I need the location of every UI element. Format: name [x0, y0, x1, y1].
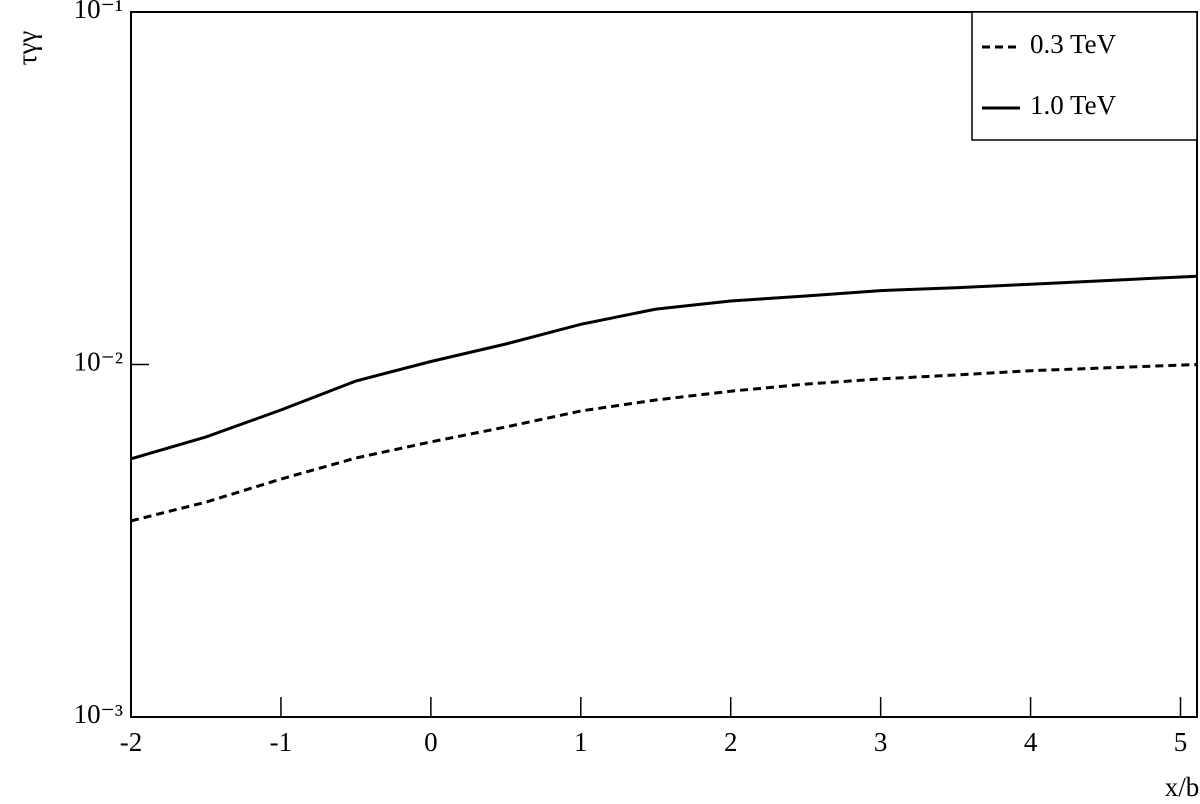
x-tick-label: -2	[120, 727, 143, 757]
legend-box	[971, 11, 1198, 141]
series-line	[130, 363, 1198, 523]
x-tick-label: 4	[1024, 727, 1038, 757]
x-axis-label: x/b	[1165, 772, 1200, 802]
x-tick-label: -1	[270, 727, 293, 757]
x-tick-label: 2	[724, 727, 738, 757]
series-line	[130, 274, 1198, 461]
x-tick-label: 5	[1174, 727, 1188, 757]
y-axis-label: τγγ	[12, 31, 42, 66]
y-tick-label: 10⁻²	[74, 347, 123, 377]
x-tick-label: 0	[424, 727, 438, 757]
y-tick-label: 10⁻³	[74, 699, 123, 729]
legend-label: 0.3 TeV	[1030, 29, 1117, 59]
y-tick-label: 10⁻¹	[74, 0, 123, 24]
x-tick-label: 1	[574, 727, 588, 757]
legend-label: 1.0 TeV	[1030, 90, 1117, 120]
x-tick-label: 3	[874, 727, 888, 757]
